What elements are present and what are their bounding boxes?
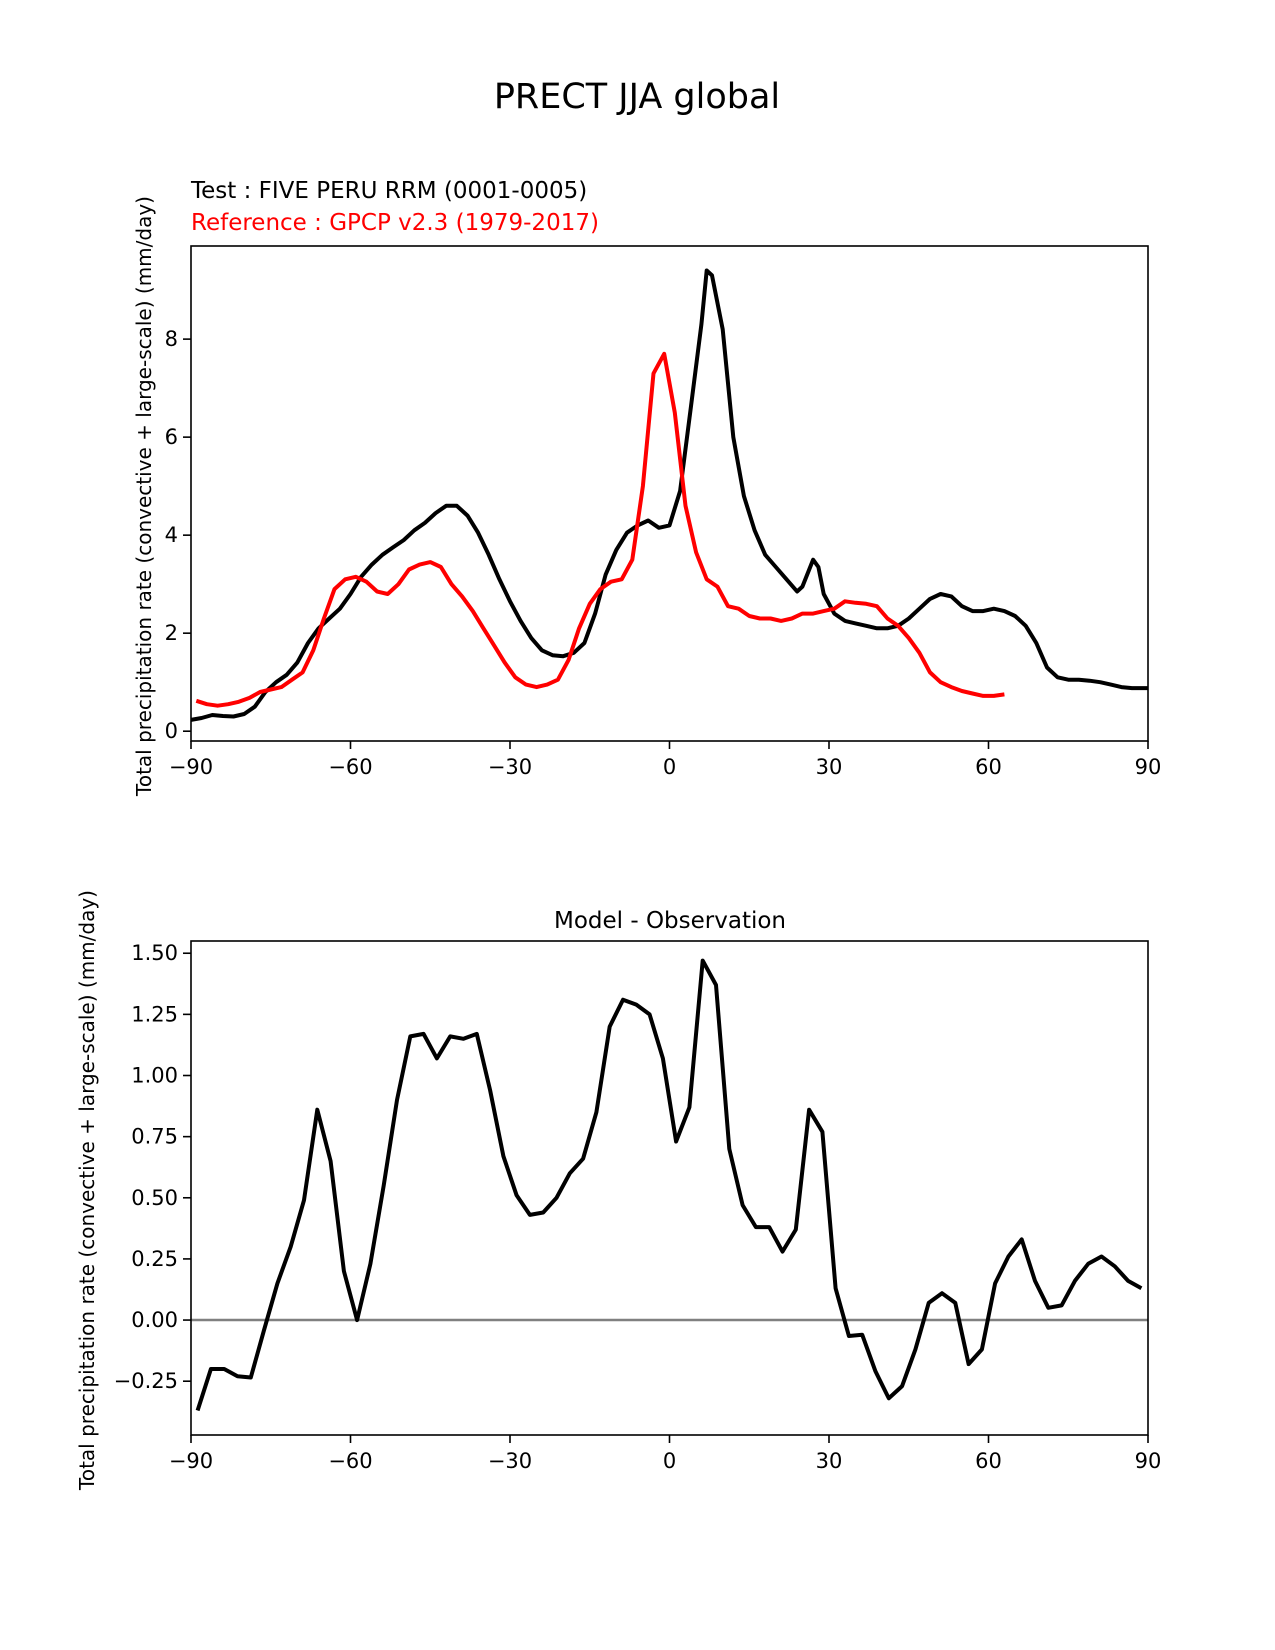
top-panel: Test : FIVE PERU RRM (0001-0005) Referen… <box>132 178 1161 797</box>
top-x-tick-label: −90 <box>169 755 213 779</box>
bottom-x-tick-label: 30 <box>816 1449 843 1473</box>
top-x-tick-label: 60 <box>975 755 1002 779</box>
bottom-x-tick-label: −90 <box>169 1449 213 1473</box>
bottom-y-tick-label: 1.25 <box>131 1002 178 1026</box>
bottom-y-tick-label: −0.25 <box>114 1369 178 1393</box>
bottom-series-difference-line <box>195 958 1143 1412</box>
top-axes-frame <box>190 245 1149 742</box>
reference-title: Reference : GPCP v2.3 (1979-2017) <box>191 210 599 236</box>
bottom-x-tick-label: 0 <box>663 1449 676 1473</box>
bottom-y-tick-label: 1.50 <box>131 941 178 965</box>
figure-suptitle: PRECT JJA global <box>494 77 780 117</box>
top-y-axis-label: Total precipitation rate (convective + l… <box>132 196 156 797</box>
top-x-tick-label: −30 <box>488 755 532 779</box>
bottom-y-tick-label: 0.50 <box>131 1186 178 1210</box>
bottom-x-tick-label: 90 <box>1135 1449 1162 1473</box>
top-y-tick-label: 0 <box>165 719 178 743</box>
top-x-tick-label: 0 <box>663 755 676 779</box>
top-y-tick-label: 2 <box>165 621 178 645</box>
top-x-tick-label: 30 <box>816 755 843 779</box>
bottom-x-tick-label: −30 <box>488 1449 532 1473</box>
top-y-tick-label: 8 <box>165 327 178 351</box>
bottom-panel: Model - Observation Total precipitation … <box>75 890 1161 1491</box>
bottom-title: Model - Observation <box>554 908 786 934</box>
top-x-tick-label: 90 <box>1135 755 1162 779</box>
top-series-test-line <box>190 268 1148 722</box>
bottom-y-tick-label: 0.75 <box>131 1125 178 1149</box>
bottom-y-axis-label: Total precipitation rate (convective + l… <box>75 890 99 1491</box>
top-series-reference-line <box>195 351 1005 708</box>
bottom-y-tick-label: 0.00 <box>131 1308 178 1332</box>
top-x-tick-label: −60 <box>328 755 372 779</box>
test-title: Test : FIVE PERU RRM (0001-0005) <box>190 178 587 204</box>
top-y-tick-label: 4 <box>165 523 178 547</box>
bottom-y-tick-label: 0.25 <box>131 1247 178 1271</box>
bottom-x-tick-label: 60 <box>975 1449 1002 1473</box>
bottom-y-tick-label: 1.00 <box>131 1064 178 1088</box>
bottom-x-tick-label: −60 <box>328 1449 372 1473</box>
top-y-tick-label: 6 <box>165 425 178 449</box>
